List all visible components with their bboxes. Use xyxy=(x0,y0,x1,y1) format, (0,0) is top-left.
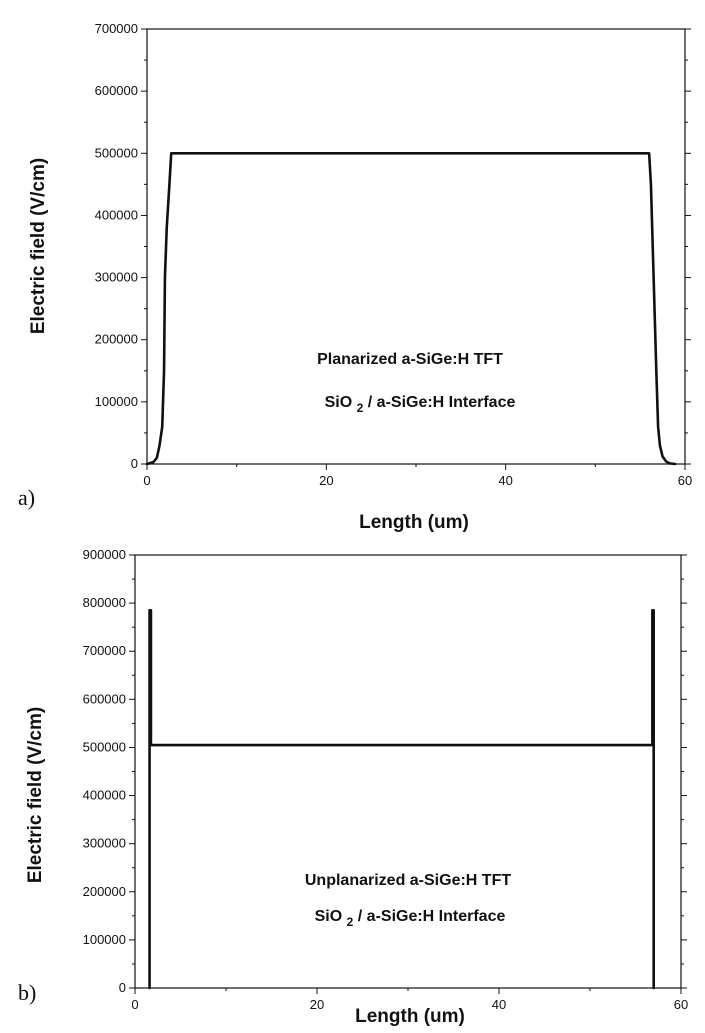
chart-a-annotation-subscript: 2 xyxy=(357,401,364,415)
chart-b-x-axis-title: Length (um) xyxy=(355,1006,465,1027)
chart-b-annotation-interface: SiO 2 / a-SiGe:H Interface xyxy=(315,908,506,929)
chart-a-annotation-interface-text: SiO xyxy=(325,394,353,411)
chart-a-y-tick-label: 200000 xyxy=(95,332,138,347)
chart-b-y-tick-label: 100000 xyxy=(83,932,126,947)
chart-a-annotation-device: Planarized a-SiGe:H TFT xyxy=(317,351,503,368)
chart-b-series-line xyxy=(148,609,656,990)
chart-a-y-axis-title: Electric field (V/cm) xyxy=(28,158,49,334)
chart-b-y-axis-title: Electric field (V/cm) xyxy=(25,707,46,883)
chart-a-y-tick-label: 0 xyxy=(131,456,138,471)
chart-a-x-tick-label: 0 xyxy=(143,473,150,488)
chart-b-y-tick-label: 500000 xyxy=(83,739,126,754)
chart-b-annotation-subscript: 2 xyxy=(347,915,354,929)
chart-a-annotation-interface: SiO 2 / a-SiGe:H Interface xyxy=(325,394,516,415)
chart-a-y-tick-label: 300000 xyxy=(95,270,138,285)
chart-b-x-tick-label: 40 xyxy=(492,997,506,1012)
chart-b-y-tick-label: 600000 xyxy=(83,691,126,706)
chart-a-x-tick-label: 40 xyxy=(498,473,512,488)
chart-b-x-tick-label: 0 xyxy=(131,997,138,1012)
chart-b-y-tick-label: 400000 xyxy=(83,788,126,803)
chart-b-y-tick-label: 700000 xyxy=(83,643,126,658)
chart-b: Electric field (V/cm) Length (um) b) Unp… xyxy=(18,547,688,1027)
chart-a-y-tick-label: 700000 xyxy=(95,21,138,36)
chart-a-y-tick-label: 100000 xyxy=(95,394,138,409)
chart-b-y-tick-label: 800000 xyxy=(83,595,126,610)
chart-a-x-axis-title: Length (um) xyxy=(359,512,469,533)
chart-b-x-tick-label: 20 xyxy=(310,997,324,1012)
chart-a: Electric field (V/cm) Length (um) a) Pla… xyxy=(18,21,692,533)
chart-b-y-tick-label: 900000 xyxy=(83,547,126,562)
chart-a-panel-label: a) xyxy=(18,485,35,510)
chart-b-y-tick-label: 300000 xyxy=(83,836,126,851)
chart-a-series-line xyxy=(145,151,677,466)
chart-b-annotation-interface-text: SiO xyxy=(315,908,343,925)
chart-b-panel-label: b) xyxy=(18,980,36,1005)
chart-b-annotation-rest: / a-SiGe:H Interface xyxy=(353,908,505,925)
chart-a-y-tick-label: 600000 xyxy=(95,83,138,98)
chart-a-y-tick-label: 500000 xyxy=(95,145,138,160)
chart-a-annotation-rest: / a-SiGe:H Interface xyxy=(363,394,515,411)
chart-a-y-tick-label: 400000 xyxy=(95,207,138,222)
chart-a-x-tick-label: 60 xyxy=(678,473,692,488)
chart-b-annotation-device: Unplanarized a-SiGe:H TFT xyxy=(305,872,511,889)
chart-b-y-tick-label: 200000 xyxy=(83,884,126,899)
chart-a-x-tick-label: 20 xyxy=(319,473,333,488)
chart-b-y-tick-label: 0 xyxy=(119,980,126,995)
chart-b-x-tick-label: 60 xyxy=(674,997,688,1012)
